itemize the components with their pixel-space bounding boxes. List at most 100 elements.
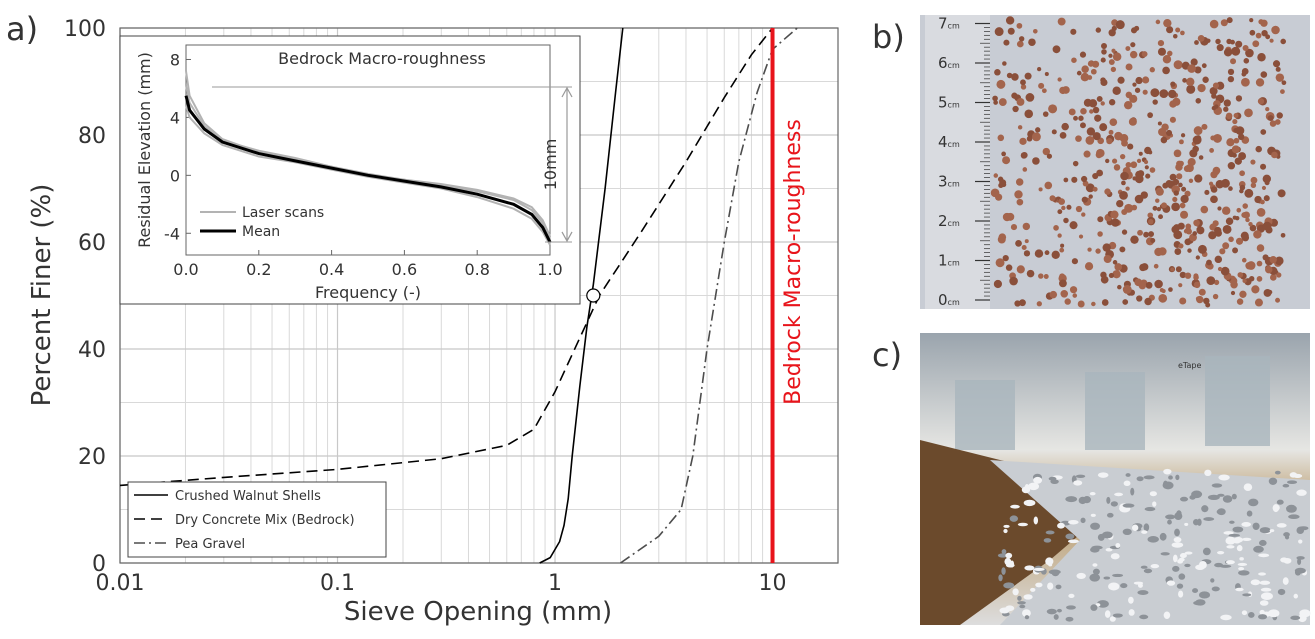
stone (1241, 610, 1248, 616)
stone (1003, 582, 1015, 589)
grain (1043, 274, 1049, 279)
grain (1170, 267, 1175, 272)
grain (1114, 263, 1123, 271)
stone (1125, 473, 1131, 477)
stone (1168, 475, 1173, 480)
stone (1009, 560, 1015, 568)
grain (993, 173, 999, 178)
grain (1083, 150, 1091, 158)
stone (1139, 614, 1149, 620)
grain (1016, 22, 1023, 29)
stone (1269, 529, 1275, 533)
stone (1238, 570, 1250, 576)
stone (1297, 558, 1302, 565)
stone (1268, 477, 1278, 485)
grain (1088, 99, 1098, 108)
grain (1186, 77, 1195, 86)
grain (993, 279, 1003, 289)
grain (1090, 68, 1097, 75)
ruler-number: 5 (938, 94, 948, 112)
grain (1015, 240, 1022, 247)
grain (1120, 171, 1129, 181)
grain (1182, 78, 1187, 83)
grain (1222, 224, 1232, 234)
grain (1274, 119, 1281, 125)
x-axis-label: Frequency (-) (315, 283, 421, 302)
grain (1061, 205, 1066, 211)
grain (1085, 136, 1095, 145)
stone (1252, 522, 1260, 530)
grain (1210, 186, 1218, 193)
grain (1148, 231, 1155, 238)
grain (1020, 84, 1027, 90)
stone (1204, 469, 1212, 477)
grain (1183, 228, 1189, 234)
stone (1242, 593, 1252, 597)
grain (1108, 99, 1116, 106)
series-line (119, 27, 774, 487)
stone (1017, 522, 1028, 527)
grain (1112, 86, 1121, 95)
x-axis-label: Sieve Opening (mm) (344, 597, 612, 627)
grain (1258, 19, 1264, 25)
grain (1257, 98, 1265, 105)
stone (1253, 545, 1264, 553)
grain (1232, 247, 1239, 254)
grain (1263, 289, 1272, 297)
grain (1178, 243, 1184, 249)
grain (1162, 182, 1169, 189)
grain (1213, 279, 1220, 286)
grain (1051, 250, 1060, 259)
legend-label: Mean (242, 224, 280, 240)
stone (1294, 567, 1306, 574)
stone (1131, 524, 1139, 531)
series-line (539, 27, 624, 564)
stone (1137, 590, 1149, 596)
stone (1210, 578, 1215, 583)
grain (1128, 117, 1137, 126)
x-tick-label: 0.2 (246, 260, 271, 279)
grain (1242, 44, 1249, 51)
grain (1112, 52, 1122, 62)
grain (1057, 233, 1062, 238)
grain (1241, 212, 1248, 218)
grain (1111, 25, 1117, 31)
grain (1016, 198, 1024, 206)
grain (1166, 129, 1173, 136)
grain (1144, 297, 1152, 306)
grain (1139, 263, 1147, 272)
grain (1212, 293, 1219, 300)
grain (1136, 158, 1142, 164)
grain (1178, 160, 1184, 167)
grain (1132, 82, 1137, 87)
grain (1233, 137, 1240, 144)
grain (1141, 51, 1148, 57)
stone (1090, 546, 1100, 553)
grain (1079, 122, 1086, 129)
stone (1128, 596, 1134, 604)
grain (1280, 38, 1286, 45)
legend-box (127, 481, 387, 558)
stone (1024, 484, 1030, 491)
grain (1081, 65, 1089, 73)
grain (1135, 170, 1144, 179)
grain (1209, 86, 1218, 96)
grain (1262, 221, 1272, 231)
grain (1032, 157, 1040, 165)
grain (1244, 108, 1253, 118)
stone (1133, 581, 1144, 585)
grain (1176, 173, 1183, 180)
stone (1277, 588, 1286, 596)
stone (1068, 519, 1079, 525)
grain (1235, 95, 1243, 102)
grain (1108, 53, 1113, 58)
grain (1239, 170, 1245, 177)
grain (1179, 297, 1187, 305)
ruler-unit: cm (948, 140, 960, 149)
grain (1206, 276, 1216, 286)
grain (1161, 202, 1168, 209)
grain (1211, 93, 1217, 99)
ruler-unit: cm (948, 61, 960, 70)
grain (1066, 204, 1072, 210)
